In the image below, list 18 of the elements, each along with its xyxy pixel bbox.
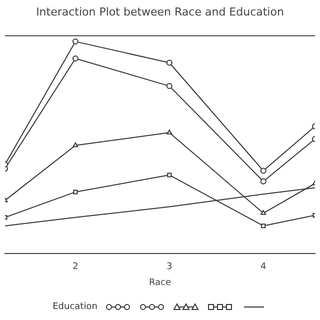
legend-title: Education bbox=[52, 302, 98, 312]
x-tick-label: 4 bbox=[260, 262, 266, 272]
point bbox=[72, 142, 78, 148]
point bbox=[260, 178, 266, 184]
point bbox=[166, 60, 172, 66]
point bbox=[166, 83, 172, 90]
point bbox=[260, 210, 266, 215]
x-axis-title: Race bbox=[148, 278, 172, 288]
x-tick-label: 3 bbox=[166, 262, 172, 272]
point bbox=[73, 190, 78, 194]
point bbox=[167, 172, 172, 178]
chart-title: Interaction Plot between Race and Education bbox=[36, 5, 284, 18]
point bbox=[261, 224, 266, 228]
point bbox=[260, 168, 266, 174]
x-tick-label: 2 bbox=[72, 262, 78, 272]
point bbox=[166, 130, 172, 134]
point bbox=[72, 38, 78, 45]
point bbox=[72, 56, 78, 62]
